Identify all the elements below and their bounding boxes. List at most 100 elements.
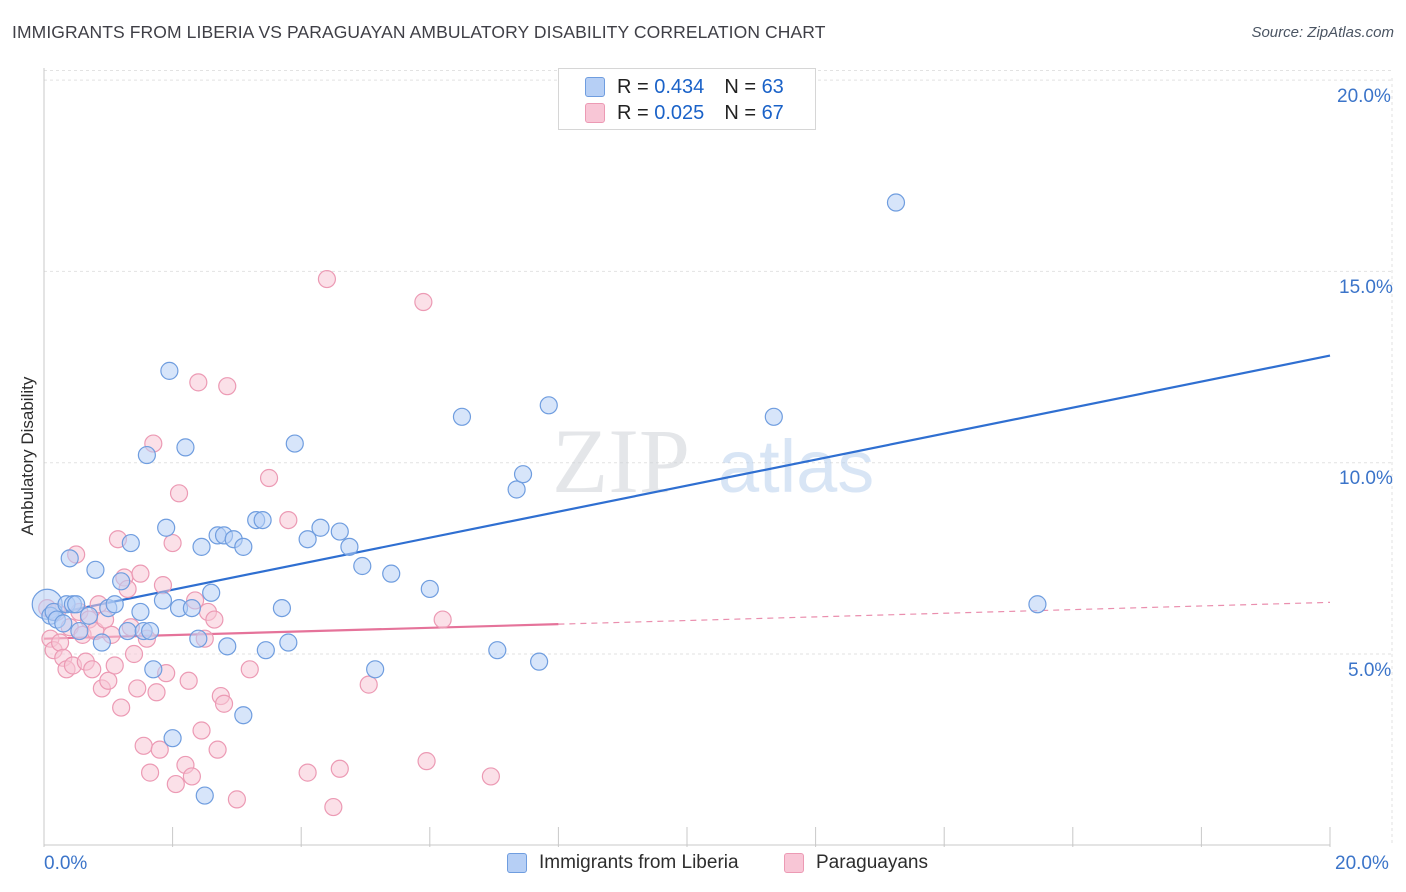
data-point-paraguayans [166,774,185,794]
chart-title: IMMIGRANTS FROM LIBERIA VS PARAGUAYAN AM… [12,22,826,42]
data-point-liberia [157,518,176,537]
data-point-paraguayans [112,698,131,717]
y-tick-label-20: 20.0% [1337,86,1391,107]
data-point-liberia [382,564,401,583]
series-liberia [31,193,1047,805]
legend-swatch-pink [585,103,605,123]
legend-row-liberia: R = 0.434 N = 63 [585,75,784,99]
data-point-liberia [176,438,195,457]
data-point-paraguayans [414,292,433,312]
data-point-liberia [507,480,526,499]
n-label: N = [724,75,762,98]
legend-swatch-blue [585,77,605,97]
r-label: R = [617,101,655,124]
data-point-paraguayans [153,576,173,595]
data-point-paraguayans [182,767,201,786]
y-axis-label: Ambulatory Disability [18,376,37,536]
data-point-paraguayans [128,679,147,698]
data-point-liberia [488,641,507,660]
y-tick-label-5: 5.0% [1348,660,1392,681]
data-point-liberia [105,595,124,614]
watermark-zip: ZIP [552,410,690,512]
data-point-liberia [86,560,105,579]
data-point-liberia [153,591,173,610]
data-point-liberia [311,518,330,537]
trend-line-liberia [43,354,1331,617]
data-point-paraguayans [134,736,153,755]
y-tick-label-15: 15.0% [1339,277,1393,298]
legend-label-paraguayans: Paraguayans [816,852,928,873]
data-point-liberia [195,786,214,805]
data-point-liberia [131,602,150,622]
data-point-liberia [340,537,359,556]
data-point-paraguayans [330,759,349,778]
data-point-liberia [272,598,292,618]
trend-line-paraguayans-extension [558,601,1331,625]
data-point-paraguayans [169,484,189,503]
data-point-liberia [279,633,298,652]
n-value: 67 [761,101,784,124]
data-point-paraguayans [481,767,500,786]
legend-label-liberia: Immigrants from Liberia [539,852,739,873]
data-point-liberia [285,434,304,453]
data-point-liberia [92,633,111,652]
x-tick-label-max: 20.0% [1335,853,1389,874]
legend-swatch-blue [507,853,527,873]
data-point-paraguayans [214,694,234,713]
data-point-liberia [189,629,208,648]
data-point-liberia [1028,595,1047,614]
data-point-liberia [298,530,317,549]
data-point-paraguayans [359,675,378,694]
r-label: R = [617,75,655,98]
source-label: Source: ZipAtlas.com [1251,24,1394,41]
correlation-legend: R = 0.434 N = 63 R = 0.025 N = 67 [558,68,816,130]
legend-swatch-pink [784,853,804,873]
data-point-paraguayans [147,683,166,702]
data-point-liberia [182,598,201,618]
data-point-paraguayans [140,763,160,782]
data-point-paraguayans [279,510,298,530]
data-point-paraguayans [227,790,246,809]
legend-row-paraguayans: R = 0.025 N = 67 [585,101,784,125]
data-point-liberia [234,537,253,556]
data-point-paraguayans [131,564,150,583]
data-point-liberia [192,537,211,556]
data-point-paraguayans [259,468,279,488]
data-point-liberia [160,361,179,380]
data-point-liberia [353,556,372,576]
data-point-liberia [137,445,156,465]
data-point-liberia [256,641,275,660]
data-point-liberia [79,606,99,625]
data-point-paraguayans [189,373,208,392]
n-value: 63 [761,75,784,98]
data-point-liberia [530,652,549,671]
data-point-liberia [121,533,140,553]
data-point-paraguayans [105,656,124,675]
data-point-paraguayans [163,533,182,553]
data-point-paraguayans [417,752,436,771]
data-point-paraguayans [324,797,343,817]
data-point-liberia [140,621,160,641]
grid-lines [44,70,1393,845]
data-point-liberia [218,637,237,656]
data-point-paraguayans [317,269,337,289]
axes [43,68,1331,847]
data-point-liberia [452,407,472,426]
data-point-liberia [330,522,349,541]
data-point-liberia [112,572,131,591]
data-point-paraguayans [179,671,198,690]
series-paraguayans [38,269,500,817]
data-point-paraguayans [218,377,237,396]
watermark: ZIP atlas [552,410,874,512]
series-legend-paraguayans: Paraguayans [784,852,928,874]
y-tick-label-10: 10.0% [1339,468,1393,489]
data-point-paraguayans [205,610,224,629]
data-point-paraguayans [298,763,317,782]
data-point-liberia [234,706,253,725]
data-point-paraguayans [124,644,144,664]
data-point-liberia [67,595,86,614]
data-point-paraguayans [99,671,118,690]
data-point-liberia [70,621,89,641]
data-point-paraguayans [240,660,259,679]
